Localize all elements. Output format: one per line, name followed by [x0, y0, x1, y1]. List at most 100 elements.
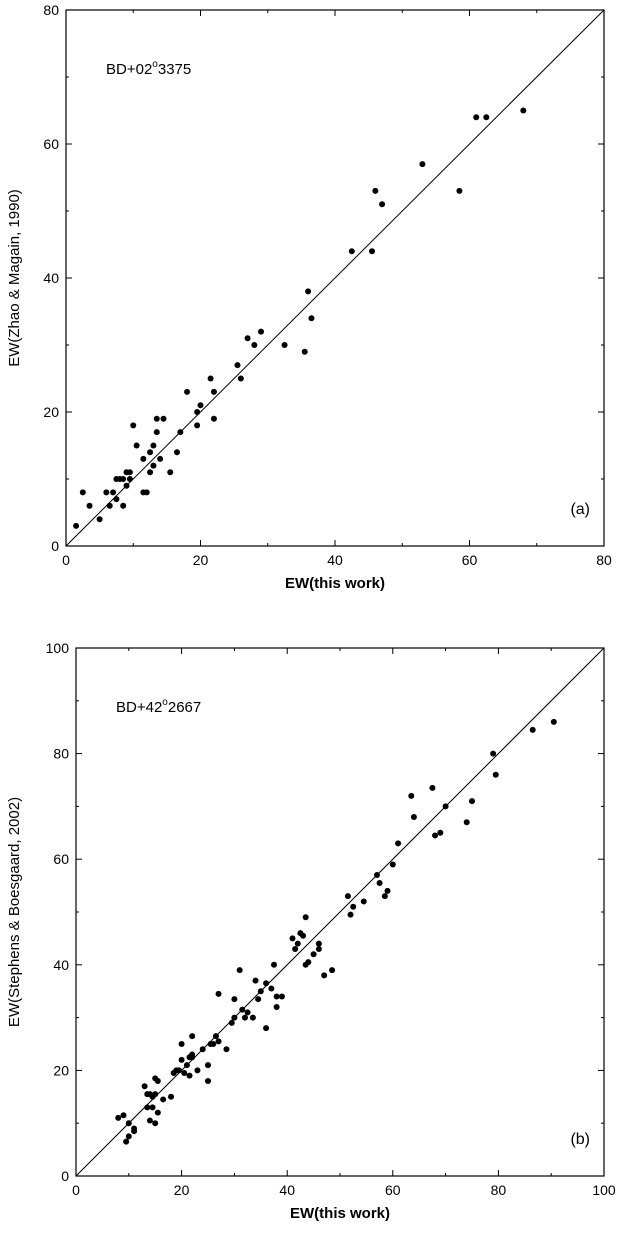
data-point-a-42 [251, 342, 258, 348]
data-point-b-0 [115, 1114, 122, 1121]
data-point-b-36 [205, 1077, 211, 1084]
data-point-b-48 [241, 1014, 248, 1021]
data-point-b-53 [257, 988, 264, 995]
data-point-a-4 [103, 489, 110, 496]
data-point-a-21 [147, 469, 154, 476]
x-tick-label-a-0: 0 [62, 552, 70, 568]
data-point-b-52 [255, 996, 262, 1003]
data-point-b-58 [273, 1004, 280, 1011]
x-tick-label-a-4: 80 [596, 552, 612, 568]
data-point-a-3 [96, 516, 103, 523]
data-point-a-43 [258, 328, 265, 335]
y-tick-label-b-1: 20 [53, 1062, 69, 1078]
data-point-b-6 [131, 1125, 138, 1132]
y-tick-label-a-1: 20 [43, 404, 59, 420]
data-point-a-20 [143, 489, 150, 496]
data-point-b-46 [236, 967, 243, 974]
data-point-a-41 [244, 335, 251, 342]
data-point-a-11 [120, 476, 127, 482]
x-tick-label-a-1: 20 [193, 552, 209, 568]
data-point-a-44 [281, 342, 288, 348]
data-point-b-88 [437, 829, 444, 836]
data-point-a-2 [86, 502, 93, 509]
data-point-a-39 [234, 362, 241, 369]
data-point-a-33 [194, 422, 201, 429]
data-point-b-34 [199, 1046, 206, 1053]
data-point-b-39 [212, 1033, 219, 1040]
data-point-b-69 [310, 951, 317, 958]
star-label-a: BD+02o3375 [106, 59, 191, 78]
data-point-b-56 [268, 985, 275, 992]
data-point-b-27 [183, 1062, 190, 1069]
y-tick-label-b-0: 0 [61, 1168, 69, 1184]
data-point-a-48 [348, 248, 355, 255]
y-tick-label-b-4: 80 [53, 746, 69, 762]
data-point-a-0 [73, 522, 80, 529]
y-tick-label-a-0: 0 [51, 538, 59, 554]
data-point-b-95 [550, 718, 557, 725]
data-point-b-35 [205, 1062, 211, 1069]
data-point-a-30 [173, 449, 180, 456]
data-point-a-14 [126, 476, 133, 482]
data-point-a-23 [150, 442, 157, 449]
data-point-b-50 [249, 1014, 256, 1021]
data-point-b-62 [292, 945, 299, 952]
data-point-b-25 [178, 1041, 185, 1047]
data-point-b-57 [271, 961, 277, 968]
y-tick-label-b-5: 100 [46, 640, 70, 656]
data-point-a-1 [79, 489, 86, 496]
data-point-b-72 [321, 972, 328, 979]
star-label-b: BD+42o2667 [116, 697, 201, 716]
data-point-b-90 [463, 819, 470, 826]
data-point-b-93 [492, 771, 499, 778]
star-label-a-suffix: 3375 [158, 61, 191, 78]
data-point-b-20 [168, 1093, 175, 1100]
data-point-a-16 [130, 422, 137, 429]
data-point-b-75 [347, 911, 354, 918]
data-point-b-91 [469, 798, 475, 805]
data-point-a-54 [473, 114, 480, 121]
data-point-b-78 [373, 872, 380, 879]
data-point-a-31 [177, 429, 184, 436]
data-point-a-28 [160, 415, 167, 422]
data-point-b-82 [389, 861, 396, 868]
data-point-b-23 [175, 1067, 182, 1074]
data-point-b-65 [300, 932, 307, 939]
data-point-b-15 [152, 1091, 159, 1098]
y-tick-label-a-3: 60 [43, 136, 59, 152]
x-tick-label-b-5: 100 [592, 1182, 616, 1198]
data-point-b-47 [239, 1006, 246, 1013]
y-tick-label-b-3: 60 [53, 851, 69, 867]
data-point-b-63 [294, 940, 301, 947]
data-point-a-35 [197, 402, 204, 409]
data-point-a-22 [147, 449, 154, 456]
x-tick-label-a-2: 40 [327, 552, 343, 568]
data-point-b-41 [215, 1038, 222, 1045]
data-point-a-5 [106, 502, 113, 509]
identity-line-a [65, 9, 605, 547]
data-point-b-45 [231, 996, 238, 1003]
data-point-b-44 [231, 1014, 238, 1021]
data-point-b-18 [154, 1109, 161, 1116]
data-point-b-14 [152, 1120, 159, 1127]
data-point-b-32 [189, 1051, 196, 1058]
data-point-b-2 [123, 1138, 130, 1145]
data-point-a-53 [456, 187, 463, 194]
star-label-b-degree: o [162, 697, 168, 708]
data-point-b-61 [289, 935, 296, 942]
x-tick-label-b-0: 0 [72, 1182, 80, 1198]
data-point-a-7 [113, 496, 120, 503]
data-point-a-51 [379, 201, 386, 208]
data-point-b-26 [181, 1070, 188, 1077]
data-point-b-77 [360, 898, 367, 905]
panel-a: 0 20 40 60 80 0 20 40 60 80 BD+02o3375 (a) EW(thi… [6, 2, 612, 592]
data-point-a-17 [133, 442, 140, 449]
star-label-b-prefix: BD+42 [116, 699, 162, 716]
points-a [73, 107, 527, 529]
data-point-b-70 [315, 940, 322, 947]
data-point-a-24 [150, 462, 157, 469]
star-label-a-prefix: BD+02 [106, 61, 152, 78]
star-label-a-degree: o [152, 59, 158, 70]
data-point-a-56 [520, 107, 527, 114]
